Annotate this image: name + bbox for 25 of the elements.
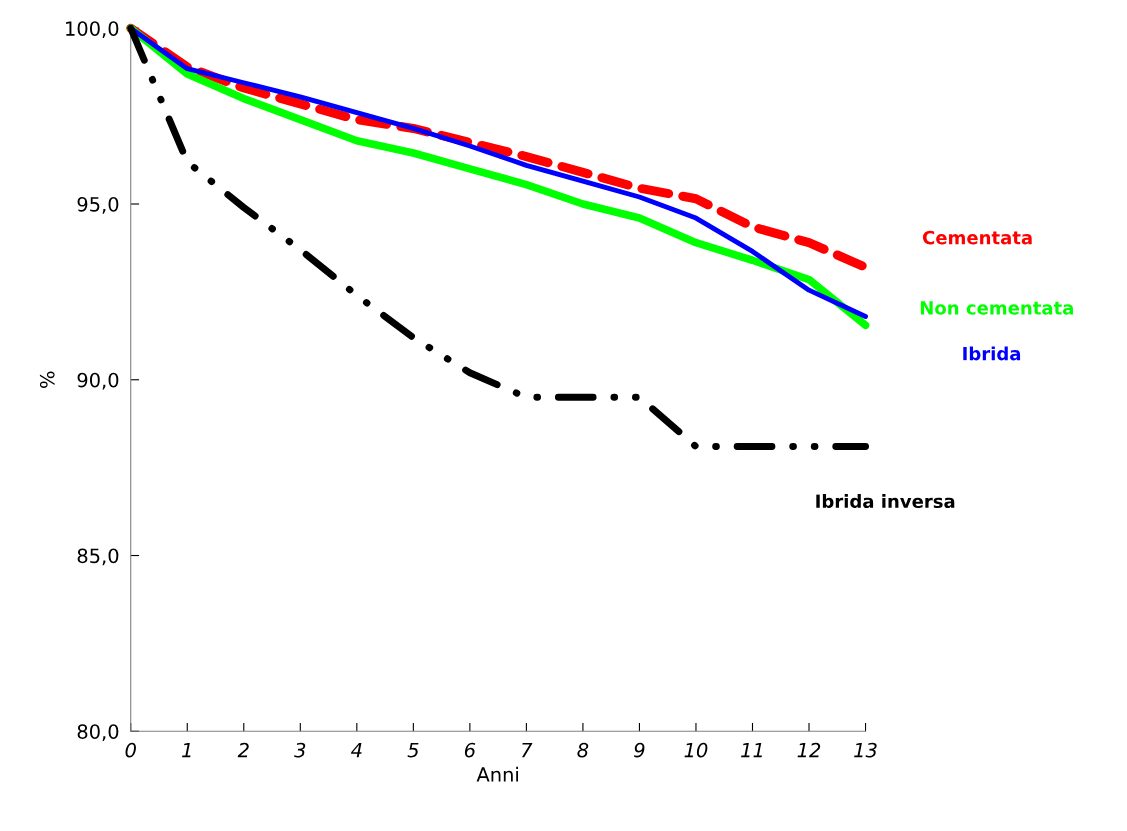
y-axis-title: % <box>39 371 55 388</box>
x-tick-label: 7 <box>522 742 533 758</box>
text: Cementata <box>922 230 1032 245</box>
y-tick-label: 85,0 <box>77 548 119 566</box>
x-tick-label: 1 <box>182 742 191 758</box>
x-tick-label: 0 <box>125 742 136 758</box>
y-tick-label: 80,0 <box>77 724 119 741</box>
x-tick-label: 3 <box>294 742 306 758</box>
x-tick-label: 5 <box>407 742 419 758</box>
y-tick-label: 95,0 <box>77 196 119 214</box>
y-tick-label: 100,0 <box>66 21 119 38</box>
x-tick-label: 4 <box>350 742 362 758</box>
x-tick-label: 8 <box>577 742 589 758</box>
text: Non cementata <box>920 301 1073 315</box>
x-tick-label: 12 <box>797 742 821 758</box>
x-tick-label: 6 <box>464 742 476 758</box>
x-tick-label: 11 <box>741 742 762 758</box>
x-tick-label: 9 <box>634 742 645 758</box>
y-tick-label: 90,0 <box>77 372 119 390</box>
x-tick-label: 10 <box>684 742 708 758</box>
text: Ibrida <box>963 346 1021 361</box>
x-tick-label: 2 <box>237 742 249 758</box>
x-axis-title: Anni <box>476 766 518 782</box>
x-tick-label: 13 <box>854 742 877 758</box>
text: Ibrida inversa <box>816 494 955 509</box>
